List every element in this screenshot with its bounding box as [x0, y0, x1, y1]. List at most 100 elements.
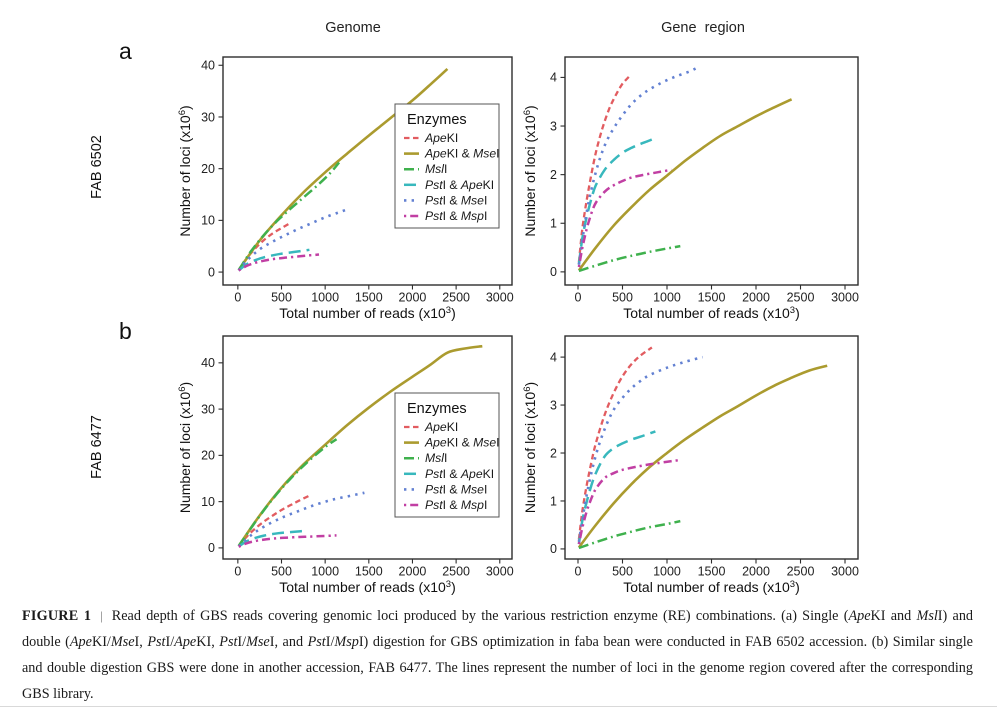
- series-PstI_MspI: [577, 168, 672, 268]
- svg-text:3: 3: [550, 119, 557, 133]
- x-axis-title: Total number of reads (x103): [623, 579, 800, 595]
- legend-label-ApeKI_MseI: ApeKI & MseI: [424, 436, 500, 450]
- svg-text:4: 4: [550, 71, 557, 85]
- series-MslI: [578, 519, 681, 550]
- svg-text:1500: 1500: [355, 565, 383, 579]
- svg-text:500: 500: [271, 565, 292, 579]
- legend-label-PstI_ApeKI: PstI & ApeKI: [425, 178, 494, 192]
- svg-text:2000: 2000: [399, 565, 427, 579]
- svg-text:3000: 3000: [831, 565, 859, 579]
- legend-label-MslI: MslI: [425, 451, 447, 465]
- series-PstI_ApeKI: [238, 529, 308, 548]
- svg-text:0: 0: [234, 565, 241, 579]
- page-bottom-divider: [0, 706, 997, 707]
- svg-text:40: 40: [201, 59, 215, 73]
- legend-title: Enzymes: [407, 401, 467, 417]
- series-PstI_ApeKI: [577, 137, 656, 265]
- y-axis-title: Number of loci (x106): [177, 105, 193, 236]
- svg-text:1500: 1500: [355, 291, 383, 305]
- series-ApeKI_MseI: [577, 364, 828, 549]
- series-MslI: [237, 438, 338, 547]
- svg-text:1000: 1000: [311, 291, 339, 305]
- svg-text:2500: 2500: [442, 565, 470, 579]
- svg-text:40: 40: [201, 356, 215, 370]
- series-PstI_MseI: [237, 491, 365, 548]
- axes: 0 500 1000 1500 2000 2500 3000 0 1 2 3 4 Total numbe…: [522, 335, 859, 595]
- svg-text:0: 0: [550, 265, 557, 279]
- column-header-genome: Genome: [325, 20, 381, 36]
- legend-label-PstI_MspI: PstI & MspI: [425, 498, 487, 512]
- svg-text:500: 500: [612, 291, 633, 305]
- row-label-fab-6502: FAB 6502: [89, 135, 105, 199]
- svg-text:20: 20: [201, 449, 215, 463]
- legend-label-ApeKI_MseI: ApeKI & MseI: [424, 147, 500, 161]
- svg-text:20: 20: [201, 162, 215, 176]
- svg-text:500: 500: [271, 291, 292, 305]
- axes: 0 500 1000 1500 2000 2500 3000 0 1 2 3 4 Total numbe…: [522, 56, 859, 321]
- svg-text:2500: 2500: [787, 565, 815, 579]
- series-ApeKI: [577, 74, 632, 263]
- legend-label-PstI_MseI: PstI & MseI: [425, 482, 487, 496]
- svg-text:3000: 3000: [486, 291, 514, 305]
- y-axis-title: Number of loci (x106): [177, 382, 193, 513]
- x-axis-title: Total number of reads (x103): [279, 579, 456, 595]
- caption-figure-tag: FIGURE 1: [22, 608, 92, 624]
- chart-a-genome: 0 500 1000 1500 2000 2500 3000 0 10 20 30 40 Total n…: [177, 56, 514, 321]
- series-PstI_MspI: [238, 534, 337, 548]
- svg-text:2000: 2000: [742, 291, 770, 305]
- legend-label-PstI_MseI: PstI & MseI: [425, 193, 487, 207]
- series-PstI_MspI: [577, 458, 679, 545]
- svg-text:1500: 1500: [698, 291, 726, 305]
- series-PstI_ApeKI: [577, 430, 656, 545]
- axes: 0 500 1000 1500 2000 2500 3000 0 10 20 30 40 Total n…: [177, 335, 514, 595]
- series-ApeKI_MseI: [577, 98, 793, 272]
- chart-b-genome: 0 500 1000 1500 2000 2500 3000 0 10 20 30 40 Total n…: [177, 335, 514, 595]
- column-header-gene-region: Gene region: [661, 20, 745, 36]
- y-axis-title: Number of loci (x106): [522, 382, 538, 513]
- svg-text:2000: 2000: [399, 291, 427, 305]
- svg-text:0: 0: [234, 291, 241, 305]
- chart-a-gene-region: 0 500 1000 1500 2000 2500 3000 0 1 2 3 4 Total numbe…: [522, 56, 859, 321]
- svg-text:2500: 2500: [787, 291, 815, 305]
- figure-caption: FIGURE 1 | Read depth of GBS reads coverin…: [22, 608, 974, 702]
- svg-text:2: 2: [550, 446, 557, 460]
- axes: 0 500 1000 1500 2000 2500 3000 0 10 20 30 40 Total n…: [177, 56, 514, 321]
- svg-text:3000: 3000: [486, 565, 514, 579]
- svg-text:1500: 1500: [698, 565, 726, 579]
- caption-separator: |: [100, 608, 103, 623]
- x-axis-title: Total number of reads (x103): [623, 305, 800, 321]
- svg-text:10: 10: [201, 214, 215, 228]
- svg-text:2: 2: [550, 168, 557, 182]
- x-axis-title: Total number of reads (x103): [279, 305, 456, 321]
- legend-label-ApeKI: ApeKI: [424, 420, 458, 434]
- svg-text:1000: 1000: [311, 565, 339, 579]
- legend-label-PstI_ApeKI: PstI & ApeKI: [425, 467, 494, 481]
- svg-text:1000: 1000: [653, 565, 681, 579]
- series-ApeKI: [577, 346, 653, 540]
- series-PstI_MseI: [577, 355, 703, 542]
- series-MslI: [578, 244, 681, 273]
- svg-text:1: 1: [550, 494, 557, 508]
- svg-text:30: 30: [201, 110, 215, 124]
- series-PstI_ApeKI: [237, 248, 310, 272]
- legend-label-PstI_MspI: PstI & MspI: [425, 209, 487, 223]
- svg-text:3000: 3000: [831, 291, 859, 305]
- svg-text:0: 0: [575, 565, 582, 579]
- legend-label-ApeKI: ApeKI: [424, 131, 458, 145]
- y-axis-title: Number of loci (x106): [522, 105, 538, 236]
- panel-label-a: a: [119, 38, 132, 64]
- row-label-fab-6477: FAB 6477: [89, 415, 105, 479]
- svg-text:3: 3: [550, 398, 557, 412]
- series-ApeKI: [237, 494, 311, 547]
- svg-text:1000: 1000: [653, 291, 681, 305]
- svg-text:0: 0: [208, 265, 215, 279]
- svg-text:0: 0: [550, 542, 557, 556]
- legend-label-MslI: MslI: [425, 162, 447, 176]
- chart-b-gene-region: 0 500 1000 1500 2000 2500 3000 0 1 2 3 4 Total numbe…: [522, 335, 859, 595]
- svg-text:2500: 2500: [442, 291, 470, 305]
- legend-title: Enzymes: [407, 112, 467, 128]
- svg-text:30: 30: [201, 402, 215, 416]
